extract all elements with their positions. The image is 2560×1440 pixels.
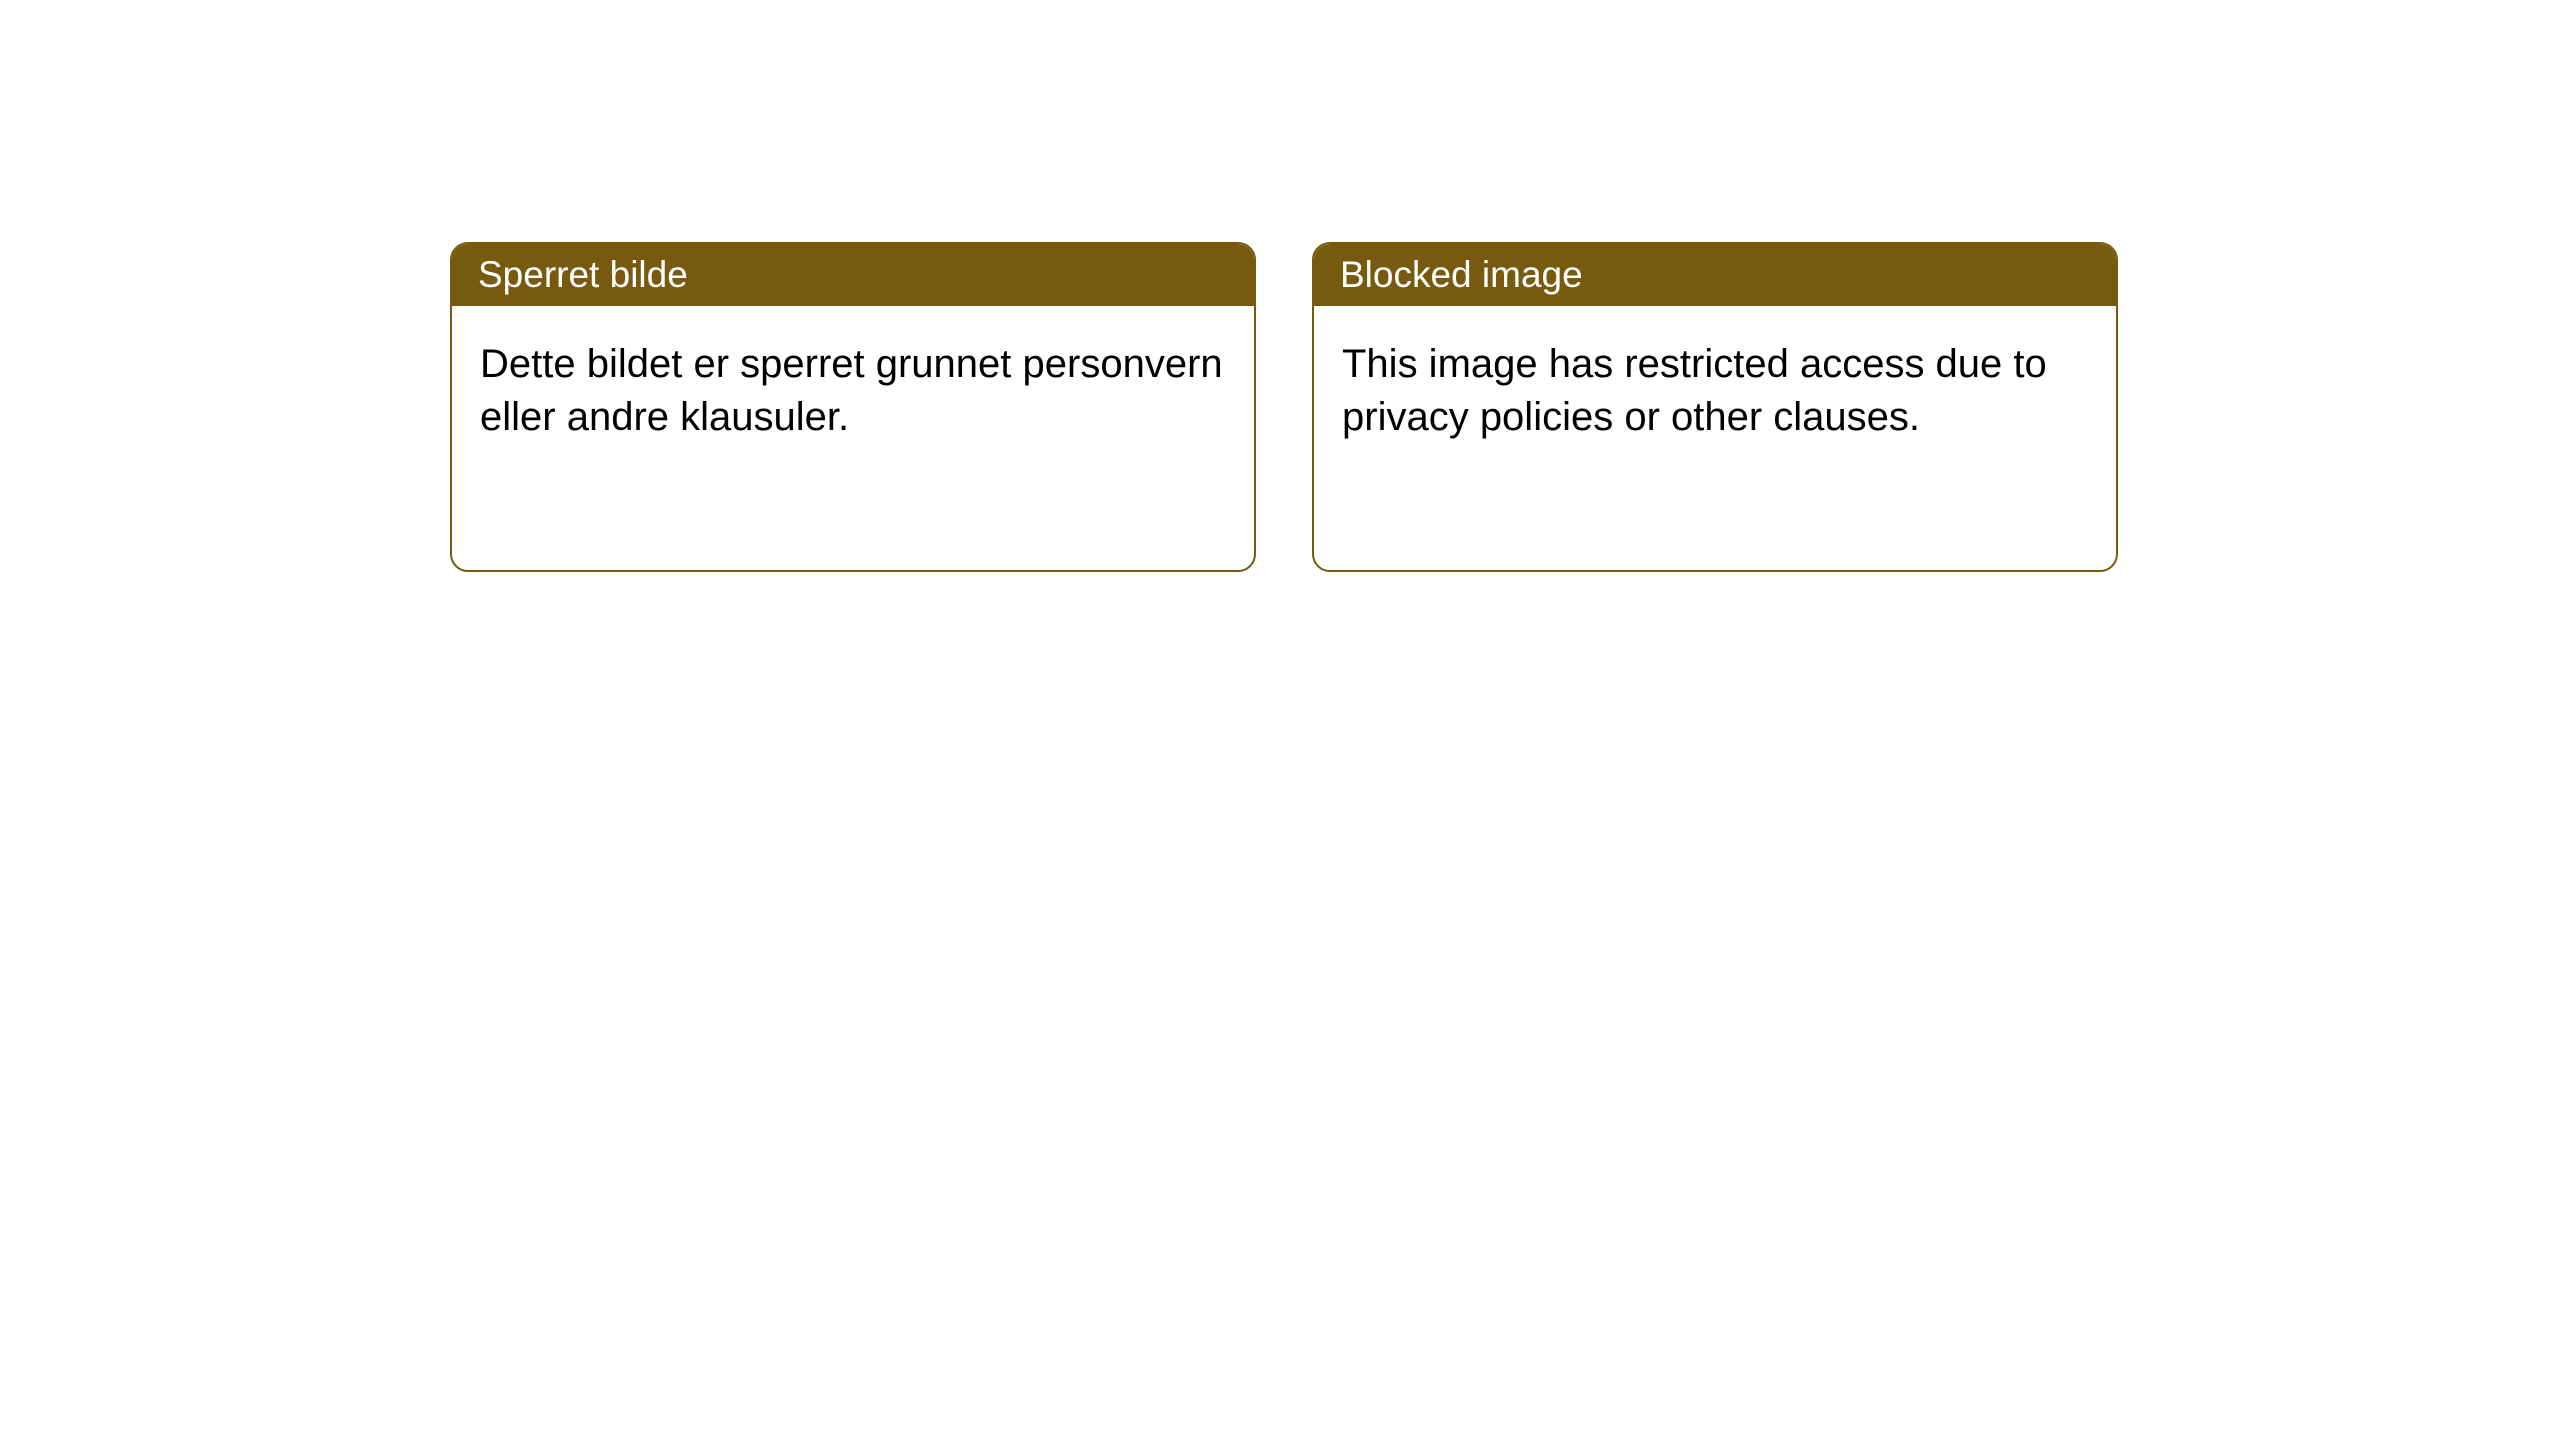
card-header-english: Blocked image (1314, 244, 2116, 306)
blocked-image-card-english: Blocked image This image has restricted … (1312, 242, 2118, 572)
card-body-norwegian: Dette bildet er sperret grunnet personve… (452, 306, 1254, 570)
blocked-image-notices: Sperret bilde Dette bildet er sperret gr… (450, 242, 2118, 572)
card-header-norwegian: Sperret bilde (452, 244, 1254, 306)
card-body-english: This image has restricted access due to … (1314, 306, 2116, 570)
blocked-image-card-norwegian: Sperret bilde Dette bildet er sperret gr… (450, 242, 1256, 572)
